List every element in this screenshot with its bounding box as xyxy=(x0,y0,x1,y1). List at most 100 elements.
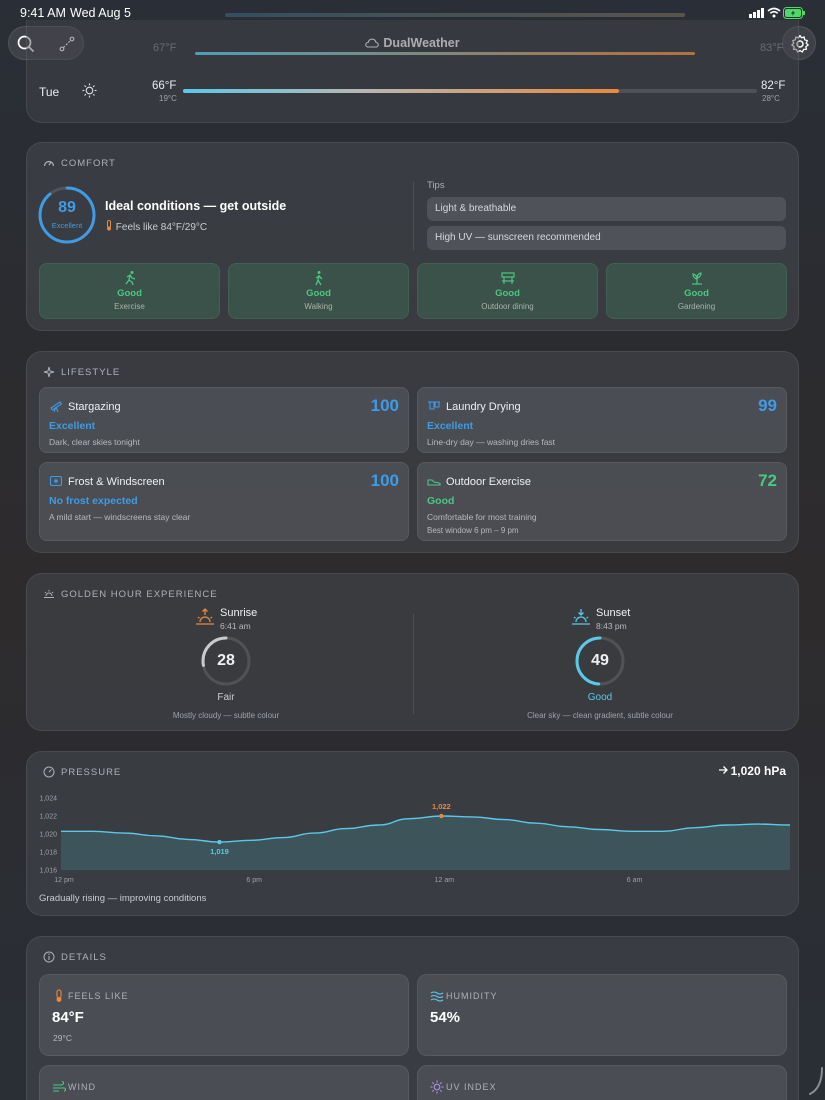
lifestyle-title-text: LIFESTYLE xyxy=(61,366,121,378)
sunrise-score-ring xyxy=(201,636,251,686)
sunset-desc: Clear sky — clean gradient, subtle colou… xyxy=(527,711,673,720)
sunset-score: 49 xyxy=(591,652,609,669)
gauge-icon xyxy=(43,160,55,167)
activity-tile-walking[interactable]: Good Walking xyxy=(228,263,409,319)
lifestyle-card-laundry[interactable]: Laundry Drying 99 Excellent Line-dry day… xyxy=(417,387,787,453)
detail-uv-index[interactable]: UV INDEX xyxy=(417,1065,787,1100)
partial-high-temp: 83°F xyxy=(760,42,784,54)
dining-icon xyxy=(500,272,515,284)
sunrise-score: 28 xyxy=(217,652,235,669)
route-icon[interactable] xyxy=(59,36,75,52)
activity-label: Exercise xyxy=(114,302,145,311)
lifestyle-item-title: Frost & Windscreen xyxy=(68,476,165,488)
x-tick-label: 6 pm xyxy=(246,877,262,884)
laundry-icon xyxy=(428,401,440,410)
y-tick-label: 1,016 xyxy=(39,868,57,875)
sunrise-label: Sunrise xyxy=(220,607,258,619)
feels-like-text: Feels like 84°F/29°C xyxy=(115,222,208,233)
search-route-pill xyxy=(8,26,84,60)
comfort-divider xyxy=(413,181,414,251)
activity-tile-outdoor-dining[interactable]: Good Outdoor dining xyxy=(417,263,598,319)
tips-label: Tips xyxy=(427,180,445,191)
lifestyle-card: LIFESTYLE Stargazing 100 Excellent Dark,… xyxy=(26,351,799,553)
pressure-max-label: 1,022 xyxy=(432,802,451,811)
activity-status: Good xyxy=(495,288,520,299)
sunrise-icon xyxy=(196,608,214,625)
lifestyle-item-desc: Dark, clear skies tonight xyxy=(49,437,140,447)
lifestyle-item-desc: Line-dry day — washing dries fast xyxy=(427,437,556,447)
lifestyle-item-score: 100 xyxy=(370,396,399,415)
y-tick-label: 1,022 xyxy=(39,814,57,821)
activity-label: Walking xyxy=(304,302,333,311)
pressure-area xyxy=(61,816,790,870)
details-title-text: DETAILS xyxy=(61,951,107,963)
feels-like-row: Feels like 84°F/29°C xyxy=(105,220,207,233)
shoe-icon xyxy=(427,479,441,486)
info-icon xyxy=(43,951,55,963)
comfort-title-text: COMFORT xyxy=(61,157,116,169)
pressure-current: 1,020 hPa xyxy=(718,764,786,778)
pressure-title-text: PRESSURE xyxy=(61,766,122,778)
home-indicator-bar xyxy=(225,13,685,17)
sparkle-icon xyxy=(43,366,55,378)
detail-humidity[interactable]: HUMIDITY 54% xyxy=(417,974,787,1056)
pressure-min-label: 1,019 xyxy=(210,847,229,856)
thermometer-icon xyxy=(56,989,62,1002)
sun-icon xyxy=(82,83,97,98)
sunset-icon xyxy=(572,609,590,625)
activity-label: Gardening xyxy=(677,302,716,311)
temp-range-fill xyxy=(183,89,620,93)
search-icon[interactable] xyxy=(17,35,35,53)
detail-label: FEELS LIKE xyxy=(68,991,129,1001)
detail-label: WIND xyxy=(68,1082,96,1092)
sunset-rating: Good xyxy=(587,692,613,703)
lifestyle-card-stargazing[interactable]: Stargazing 100 Excellent Dark, clear ski… xyxy=(39,387,409,453)
partial-low-temp: 67°F xyxy=(153,42,177,54)
lifestyle-card-outdoor-exercise[interactable]: Outdoor Exercise 72 Good Comfortable for… xyxy=(417,462,787,541)
lifestyle-item-title: Laundry Drying xyxy=(446,401,521,413)
signal-icon xyxy=(749,8,764,18)
status-time: 9:41 AM xyxy=(20,6,66,20)
scroll-indicator[interactable] xyxy=(808,1066,824,1096)
sunset-label: Sunset xyxy=(596,607,631,619)
uv-sun-icon xyxy=(430,1080,444,1094)
pressure-chart: 1,024 1,022 1,020 1,018 1,016 1,019 1,022 12 pm… xyxy=(39,796,791,884)
sunset-time: 8:43 pm xyxy=(596,621,627,631)
horizon-sun-icon xyxy=(44,590,54,598)
activity-tile-exercise[interactable]: Good Exercise xyxy=(39,263,220,319)
lifestyle-item-score: 100 xyxy=(370,471,399,490)
detail-feels-like[interactable]: FEELS LIKE 84°F 29°C xyxy=(39,974,409,1056)
lifestyle-item-status: No frost expected xyxy=(49,495,138,507)
comfort-score-ring xyxy=(38,186,96,244)
detail-value: 54% xyxy=(430,1009,461,1026)
tip-item: Light & breathable xyxy=(427,197,786,221)
forecast-day: Tue xyxy=(39,85,60,99)
lifestyle-item-score: 99 xyxy=(758,396,777,415)
lifestyle-card-frost[interactable]: Frost & Windscreen 100 No frost expected… xyxy=(39,462,409,541)
y-tick-label: 1,024 xyxy=(39,796,57,803)
activity-tile-gardening[interactable]: Good Gardening xyxy=(606,263,787,319)
y-tick-label: 1,020 xyxy=(39,832,57,839)
pressure-series-line xyxy=(61,815,791,843)
comfort-card: COMFORT 89 Excellent Ideal conditions — … xyxy=(26,142,799,331)
low-temp-f: 66°F xyxy=(152,80,177,92)
lifestyle-item-desc: Comfortable for most training xyxy=(427,512,537,522)
app-title-text: DualWeather xyxy=(383,36,460,50)
x-tick-label: 12 am xyxy=(435,877,455,884)
x-tick-label: 6 am xyxy=(627,877,643,884)
gardening-icon xyxy=(691,272,702,285)
pressure-current-value: 1,020 hPa xyxy=(730,764,786,778)
sunrise-desc: Mostly cloudy — subtle colour xyxy=(172,711,280,720)
golden-hour-card: GOLDEN HOUR EXPERIENCE Sunrise 6:41 am 2… xyxy=(26,573,799,731)
high-temp-c: 28°C xyxy=(762,94,780,103)
wind-icon xyxy=(53,1080,66,1092)
pressure-title: PRESSURE xyxy=(43,766,121,778)
low-temp-c: 19°C xyxy=(159,94,177,103)
partial-temp-bar xyxy=(195,52,695,55)
detail-wind[interactable]: WIND xyxy=(39,1065,409,1100)
lifestyle-item-extra: Best window 6 pm – 9 pm xyxy=(427,526,519,535)
activity-status: Good xyxy=(684,288,709,299)
comfort-score: 89 xyxy=(58,199,76,216)
temp-range-track xyxy=(183,89,757,93)
lifestyle-item-status: Good xyxy=(427,495,455,507)
